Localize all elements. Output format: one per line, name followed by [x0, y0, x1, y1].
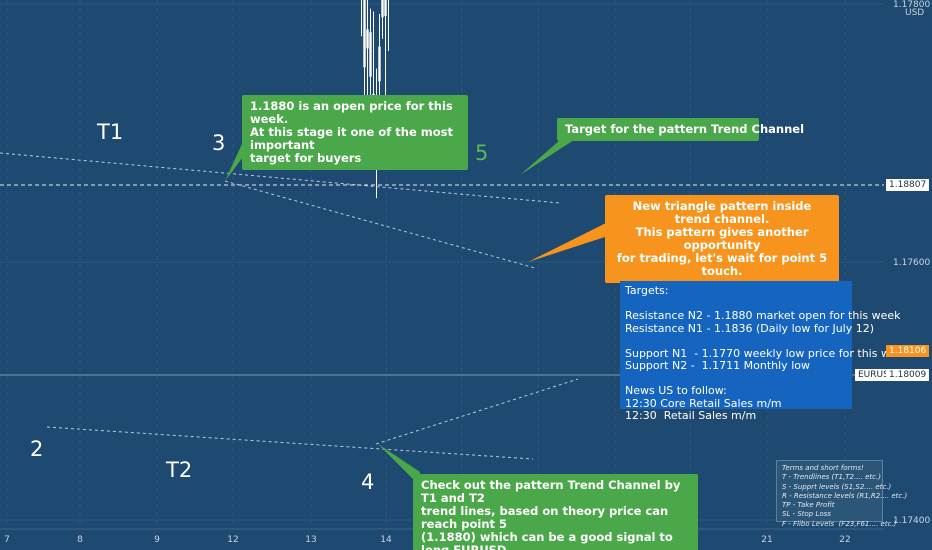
price-tag-level-1: 1.18807	[886, 179, 930, 191]
label-point-2: 2	[30, 437, 44, 461]
trend-lines	[0, 152, 884, 460]
pointer-target	[520, 140, 574, 175]
terms-line: F - Flibo Levels (F23,F61.... etc.)	[782, 519, 897, 528]
label-t2: T2	[166, 458, 193, 482]
terms-line: TP - Take Profit	[782, 501, 835, 510]
targets-line: Support N1 - 1.1770 weekly low price for…	[625, 346, 910, 360]
terms-line: SL - Stop Loss	[782, 510, 831, 519]
callout-triangle: New triangle pattern inside trend channe…	[605, 195, 839, 283]
targets-line: Resistance N2 - 1.1880 market open for t…	[625, 309, 901, 322]
callout-trend-channel: Check out the pattern Trend Channel by T…	[413, 474, 698, 550]
targets-line: Resistance N1 - 1.1836 (Daily low for Ju…	[625, 321, 875, 335]
callout-target: Target for the pattern Trend Channel	[557, 118, 804, 141]
x-tick-label: 14	[380, 535, 392, 545]
terms-line: S - Supprt levels (S1,S2.... etc.)	[782, 482, 892, 491]
x-tick-label: 13	[305, 535, 316, 545]
currency-label: USD	[905, 8, 924, 18]
candle-body	[384, 0, 387, 16]
y-tick-label: 1.17400	[893, 516, 930, 526]
price-tag-current: 1.18009	[886, 369, 930, 381]
label-point-5: 5	[475, 141, 489, 165]
label-point-3: 3	[212, 131, 226, 155]
targets-line	[625, 335, 847, 348]
targets-line: News US to follow:	[625, 384, 727, 397]
terms-line: T - Trendlines (T1,T2.... etc.)	[782, 473, 881, 482]
targets-line: Support N2 - 1.1711 Monthly low	[625, 359, 810, 372]
x-tick-label: 9	[154, 535, 160, 545]
targets-line: 12:30 Retail Sales m/m	[625, 409, 757, 422]
targets-line: 12:30 Core Retail Sales m/m	[625, 396, 782, 410]
price-tag-level-2: 1.18106	[886, 345, 930, 357]
x-tick-label: 12	[227, 535, 238, 545]
triangle-lower-line	[375, 378, 579, 445]
trendline-t2	[46, 426, 534, 460]
terms-line: Terms and short forms!	[782, 464, 864, 472]
candle-body	[378, 46, 381, 82]
terms-line: R - Resistance levels (R1,R2.... etc.)	[782, 491, 908, 500]
label-point-4: 4	[361, 470, 375, 494]
targets-line: Targets:	[625, 284, 669, 297]
pointer-triangle	[528, 222, 608, 262]
y-tick-label: 1.17800	[893, 0, 930, 10]
candle-body	[366, 29, 369, 49]
terms-box: Terms and short forms! T - Trendlines (T1…	[776, 460, 908, 528]
candle-body	[363, 0, 366, 68]
x-tick-label: 8	[77, 535, 83, 545]
trendline-t1	[0, 152, 561, 204]
x-tick-label: 21	[761, 535, 772, 545]
candle-body	[369, 32, 372, 77]
callout-open-price: 1.1880 is an open price for this week. A…	[242, 95, 468, 170]
x-tick-label: 7	[4, 535, 10, 545]
x-tick-label: 22	[839, 535, 850, 545]
targets-box: Targets: Resistance N2 - 1.1880 market op…	[620, 281, 910, 422]
y-tick-label: 1.17600	[893, 258, 930, 268]
label-t1: T1	[97, 120, 124, 144]
callout-pointers	[225, 133, 608, 486]
triangle-upper-line	[224, 180, 536, 269]
pointer-channel	[378, 444, 420, 486]
price-axis[interactable]: 1.174001.176001.178001.180001.182001.184…	[893, 0, 930, 526]
candle-body	[381, 0, 384, 18]
